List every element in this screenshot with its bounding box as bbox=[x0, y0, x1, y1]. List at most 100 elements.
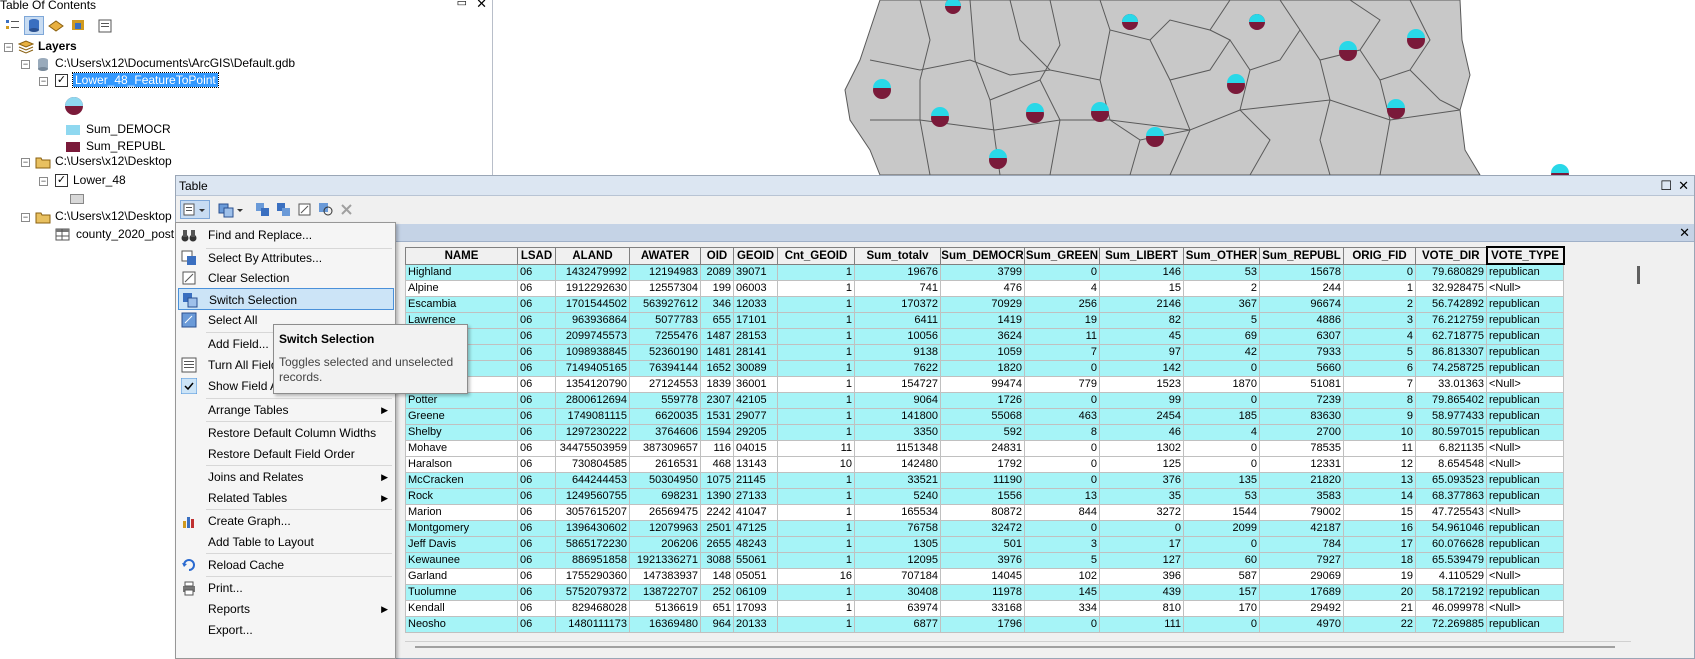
table-row[interactable]: Marion 06 3057615207 26569475 2242 41047 1 1655… bbox=[405, 503, 1564, 521]
table-cell[interactable]: 17101 bbox=[733, 311, 778, 329]
table-cell[interactable]: 06 bbox=[517, 279, 556, 297]
table-cell[interactable]: 5 bbox=[1024, 551, 1100, 569]
column-header[interactable]: ALAND bbox=[555, 246, 630, 265]
table-cell[interactable]: 20 bbox=[1343, 583, 1416, 601]
table-cell[interactable]: 698231 bbox=[629, 487, 701, 505]
vertical-scrollbar[interactable] bbox=[1633, 246, 1647, 636]
table-cell[interactable]: 7149405165 bbox=[555, 359, 630, 377]
table-cell[interactable]: 46.099978 bbox=[1415, 599, 1487, 617]
scroll-thumb[interactable] bbox=[415, 646, 1615, 648]
table-cell[interactable]: 1 bbox=[777, 263, 855, 281]
table-cell[interactable]: 68.377863 bbox=[1415, 487, 1487, 505]
table-cell[interactable]: 154727 bbox=[854, 375, 941, 393]
table-cell[interactable]: 65.093523 bbox=[1415, 471, 1487, 489]
table-cell[interactable]: 1755290360 bbox=[555, 567, 630, 585]
table-cell[interactable]: <Null> bbox=[1486, 599, 1564, 617]
table-cell[interactable]: 62.718775 bbox=[1415, 327, 1487, 345]
table-cell[interactable]: 06 bbox=[517, 519, 556, 537]
menu-item-switch-selection[interactable]: Switch Selection bbox=[178, 288, 394, 310]
table-cell[interactable]: 2616531 bbox=[629, 455, 701, 473]
table-cell[interactable]: 367 bbox=[1183, 295, 1260, 313]
table-cell[interactable]: 376 bbox=[1099, 471, 1184, 489]
table-cell[interactable]: 8 bbox=[1343, 391, 1416, 409]
table-cell[interactable]: 06 bbox=[517, 471, 556, 489]
table-cell[interactable]: 7 bbox=[1343, 375, 1416, 393]
table-cell[interactable]: 06 bbox=[517, 615, 556, 633]
table-cell[interactable]: 1354120790 bbox=[555, 375, 630, 393]
table-cell[interactable]: 58.172192 bbox=[1415, 583, 1487, 601]
table-cell[interactable]: 1396430602 bbox=[555, 519, 630, 537]
table-cell[interactable]: 1 bbox=[777, 311, 855, 329]
table-cell[interactable]: 06 bbox=[517, 343, 556, 361]
table-cell[interactable]: Alpine bbox=[405, 279, 518, 297]
table-cell[interactable]: 06 bbox=[517, 583, 556, 601]
table-cell[interactable]: 396 bbox=[1099, 567, 1184, 585]
table-cell[interactable]: 1 bbox=[1343, 279, 1416, 297]
table-cell[interactable]: Neosho bbox=[405, 615, 518, 633]
table-cell[interactable]: 79.865402 bbox=[1415, 391, 1487, 409]
table-cell[interactable]: <Null> bbox=[1486, 567, 1564, 585]
table-cell[interactable]: 21145 bbox=[733, 471, 778, 489]
table-cell[interactable]: 1792 bbox=[940, 455, 1025, 473]
table-cell[interactable]: 54.961046 bbox=[1415, 519, 1487, 537]
table-cell[interactable]: 3 bbox=[1024, 535, 1100, 553]
table-cell[interactable]: 387309657 bbox=[629, 439, 701, 457]
table-cell[interactable]: 1098938845 bbox=[555, 343, 630, 361]
table-cell[interactable]: 1796 bbox=[940, 615, 1025, 633]
table-cell[interactable]: republican bbox=[1486, 487, 1564, 505]
table-cell[interactable]: 0 bbox=[1183, 439, 1260, 457]
table-row[interactable]: Jeff Davis 06 5865172230 206206 2655 48243 1 13… bbox=[405, 535, 1564, 553]
table-options-icon[interactable] bbox=[180, 200, 210, 219]
table-cell[interactable]: 1556 bbox=[940, 487, 1025, 505]
table-cell[interactable]: 14 bbox=[1343, 487, 1416, 505]
lower48-visibility-checkbox[interactable]: ✓ bbox=[55, 174, 68, 187]
table-cell[interactable]: 741 bbox=[854, 279, 941, 297]
table-cell[interactable]: 16 bbox=[777, 567, 855, 585]
table-cell[interactable]: 1 bbox=[777, 471, 855, 489]
table-cell[interactable]: 99 bbox=[1099, 391, 1184, 409]
table-cell[interactable]: 963936864 bbox=[555, 311, 630, 329]
table-cell[interactable]: 13143 bbox=[733, 455, 778, 473]
table-cell[interactable]: 0 bbox=[1183, 455, 1260, 473]
table-cell[interactable]: 14045 bbox=[940, 567, 1025, 585]
table-cell[interactable]: 1 bbox=[777, 487, 855, 505]
table-cell[interactable]: 19 bbox=[1024, 311, 1100, 329]
column-header[interactable]: Sum_LIBERT bbox=[1099, 246, 1184, 265]
table-cell[interactable]: 5240 bbox=[854, 487, 941, 505]
table-cell[interactable]: 655 bbox=[700, 311, 734, 329]
table-cell[interactable]: 2099 bbox=[1183, 519, 1260, 537]
table-cell[interactable]: 99474 bbox=[940, 375, 1025, 393]
table-cell[interactable]: 12331 bbox=[1259, 455, 1344, 473]
table-cell[interactable]: 7255476 bbox=[629, 327, 701, 345]
column-header[interactable]: Sum_GREEN bbox=[1024, 246, 1100, 265]
table-cell[interactable]: 2 bbox=[1343, 295, 1416, 313]
table-cell[interactable]: 2655 bbox=[700, 535, 734, 553]
table-cell[interactable]: 36001 bbox=[733, 375, 778, 393]
table-cell[interactable]: 63974 bbox=[854, 599, 941, 617]
table-cell[interactable]: 5752079372 bbox=[555, 583, 630, 601]
table-cell[interactable]: 6620035 bbox=[629, 407, 701, 425]
table-cell[interactable]: Greene bbox=[405, 407, 518, 425]
menu-item-print[interactable]: Print... bbox=[178, 577, 394, 599]
table-cell[interactable]: 20133 bbox=[733, 615, 778, 633]
layer-visibility-checkbox[interactable]: ✓ bbox=[55, 74, 68, 87]
table-cell[interactable]: 06109 bbox=[733, 583, 778, 601]
table-cell[interactable]: 5077783 bbox=[629, 311, 701, 329]
table-cell[interactable]: 53 bbox=[1183, 487, 1260, 505]
table-cell[interactable]: 24831 bbox=[940, 439, 1025, 457]
table-row[interactable]: 06 1098938845 52360190 1481 28141 1 9138 1059 7 9… bbox=[405, 343, 1564, 361]
table-cell[interactable]: 70929 bbox=[940, 295, 1025, 313]
maximize-icon[interactable]: ☐ bbox=[1660, 178, 1672, 193]
table-cell[interactable]: 80872 bbox=[940, 503, 1025, 521]
table-cell[interactable]: 12079963 bbox=[629, 519, 701, 537]
table-cell[interactable]: 125 bbox=[1099, 455, 1184, 473]
table-cell[interactable]: 1820 bbox=[940, 359, 1025, 377]
table-cell[interactable]: 06 bbox=[517, 311, 556, 329]
table-cell[interactable]: 32472 bbox=[940, 519, 1025, 537]
table-cell[interactable]: 1 bbox=[777, 535, 855, 553]
collapse-icon[interactable]: − bbox=[39, 176, 48, 186]
table-cell[interactable]: 2501 bbox=[700, 519, 734, 537]
table-cell[interactable]: 829468028 bbox=[555, 599, 630, 617]
table-cell[interactable]: 439 bbox=[1099, 583, 1184, 601]
table-cell[interactable]: 10056 bbox=[854, 327, 941, 345]
